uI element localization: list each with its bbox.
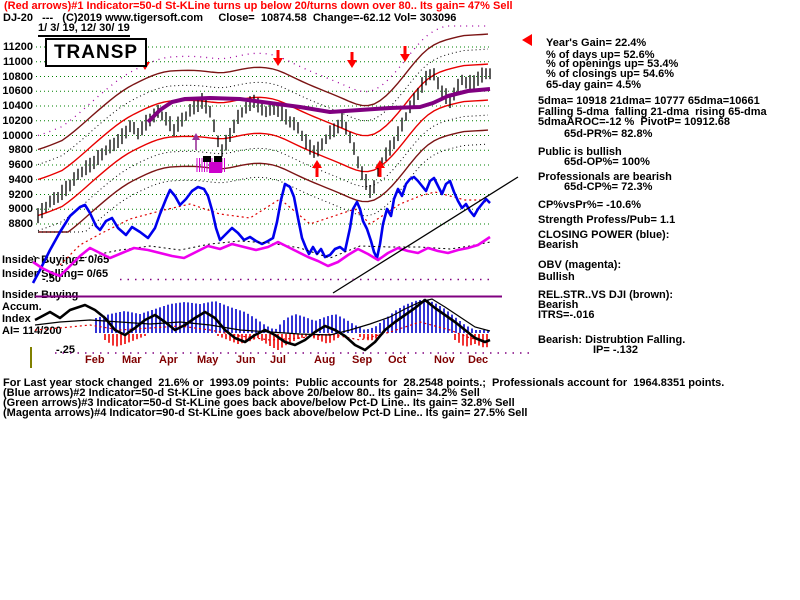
stats-line: CLOSING POWER (blue): — [538, 229, 670, 241]
signal-arrows — [140, 34, 532, 177]
price-gridlines — [36, 46, 490, 225]
stats-line: OBV (magenta): — [538, 259, 622, 271]
stats-line: Year's Gain= 22.4% — [546, 37, 647, 49]
scale-minus-50-label: -.50 — [42, 273, 61, 285]
stats-line: Bearish — [538, 299, 579, 311]
price-axis-label: 9800 — [8, 144, 33, 157]
stats-line: Falling 5-dma falling 21-dma rising 65-d… — [538, 106, 767, 118]
stats-line: 65-day gain= 4.5% — [546, 79, 642, 91]
month-label: Oct — [388, 354, 407, 366]
footer-signal-3-line: (Green arrows)#3 Indicator=50-d St-KLine… — [3, 397, 515, 409]
ai-caption-line2: Accum. — [2, 301, 42, 313]
stats-line: Bearish: Distrubtion Falling. — [538, 334, 686, 346]
stats-line: Bullish — [538, 271, 575, 283]
stats-line: 5dmaAROC=-12 % PivotP= 10912.68 — [538, 116, 730, 128]
symbol-label: TRANSP — [53, 41, 139, 63]
stats-line: IP= -.132 — [593, 344, 638, 356]
month-label: Feb — [85, 354, 105, 366]
candlestick-bars — [37, 67, 491, 224]
stats-line: % of closings up= 54.6% — [546, 68, 675, 80]
trendline — [332, 176, 519, 294]
price-axis-label: 10400 — [2, 100, 33, 112]
quote-line: DJ-20 --- (C)2019 www.tigersoft.com Clos… — [3, 12, 457, 24]
stats-line: Public is bullish — [538, 146, 622, 158]
month-label: Nov — [434, 354, 455, 366]
price-axis-label: 9400 — [8, 173, 33, 186]
month-label: Mar — [122, 354, 142, 366]
price-axis-label: 10200 — [2, 114, 33, 127]
month-label: Jul — [270, 354, 286, 366]
magenta-hatch-mark — [196, 156, 225, 173]
footer-signal-4-line: (Magenta arrows)#4 Indicator=90-d St-KLi… — [3, 407, 528, 419]
signal-line-1: (Red arrows)#1 Indicator=50-d St-KLine t… — [4, 0, 513, 12]
insider-buying-label: Insider Buying= 0/65 — [2, 254, 110, 266]
date-range-label: 1/ 3/ 19, 12/ 30/ 19 — [38, 22, 130, 37]
accumulation-histogram — [95, 299, 489, 350]
scale-minus-25-label: -.25 — [56, 344, 75, 356]
month-label: Jun — [236, 354, 256, 366]
stats-line: CP%vsPr%= -10.6% — [538, 199, 642, 211]
price-axis-label: 11000 — [3, 55, 33, 68]
price-axis-label: 9600 — [8, 159, 33, 171]
stats-line: Strength Profess/Pub= 1.1 — [538, 214, 676, 226]
month-label: May — [197, 354, 219, 366]
price-axis-label: 11200 — [3, 41, 33, 53]
price-axis-label: 10600 — [2, 85, 33, 98]
stats-line: 65d-PR%= 82.8% — [564, 128, 653, 140]
ai-thin-line — [34, 298, 491, 336]
ai-caption-line3: Index — [2, 313, 31, 325]
month-label: Sep — [352, 354, 373, 366]
month-label: Apr — [159, 354, 178, 366]
month-label: Aug — [314, 354, 336, 366]
stats-line: ITRS=-.016 — [538, 309, 595, 321]
scale-rules — [35, 278, 532, 354]
price-axis-label: 9200 — [8, 188, 33, 201]
ai-red-ma-line — [34, 321, 491, 343]
axis-tick-line — [30, 347, 32, 368]
stats-line: 65d-OP%= 100% — [564, 156, 650, 168]
price-axis-label: 8800 — [8, 218, 33, 230]
month-label: Dec — [468, 354, 489, 366]
ai-caption-line4: AI= 114/200 — [2, 325, 62, 337]
stats-line: 65d-CP%= 72.3% — [564, 181, 653, 193]
price-axis-label: 10000 — [2, 129, 33, 142]
footer-signal-2-line: (Blue arrows)#2 Indicator=50-d St-KLine … — [3, 387, 480, 399]
footer-summary-line: For Last year stock changed 21.6% or 199… — [3, 377, 725, 389]
ai-price-overlay-line — [34, 298, 491, 352]
closing-power-ma-line — [59, 191, 491, 266]
pivot-line — [146, 87, 491, 124]
stats-line: % of days up= 52.6% — [546, 49, 655, 61]
symbol-box[interactable]: TRANSP — [45, 38, 147, 67]
ai-caption-line1: Insider Buying — [2, 289, 79, 301]
stats-line: 5dma= 10918 21dma= 10777 65dma=10661 — [538, 95, 760, 107]
stats-line: Professionals are bearish — [538, 171, 672, 183]
stats-line: REL.STR..VS DJI (brown): — [538, 289, 674, 301]
price-axis-label: 9000 — [8, 203, 33, 216]
price-axis-label: 10800 — [2, 70, 33, 83]
stats-line: % of openings up= 53.4% — [546, 58, 679, 70]
stats-line: Bearish — [538, 239, 579, 251]
